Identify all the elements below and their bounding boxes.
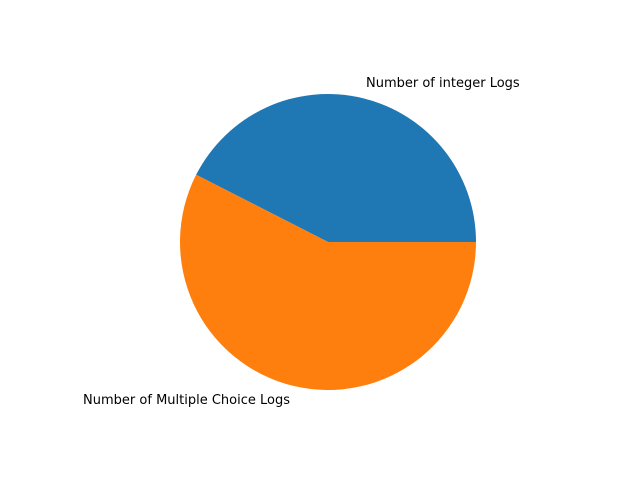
- pie-labels: Number of integer Logs Number of Multiple…: [83, 76, 520, 408]
- pie-slices: [180, 93, 476, 390]
- pie-slice-label: Number of Multiple Choice Logs: [83, 393, 290, 408]
- pie-slice: [196, 93, 476, 242]
- pie-slice: [180, 174, 476, 390]
- pie-slice-label: Number of integer Logs: [366, 76, 520, 91]
